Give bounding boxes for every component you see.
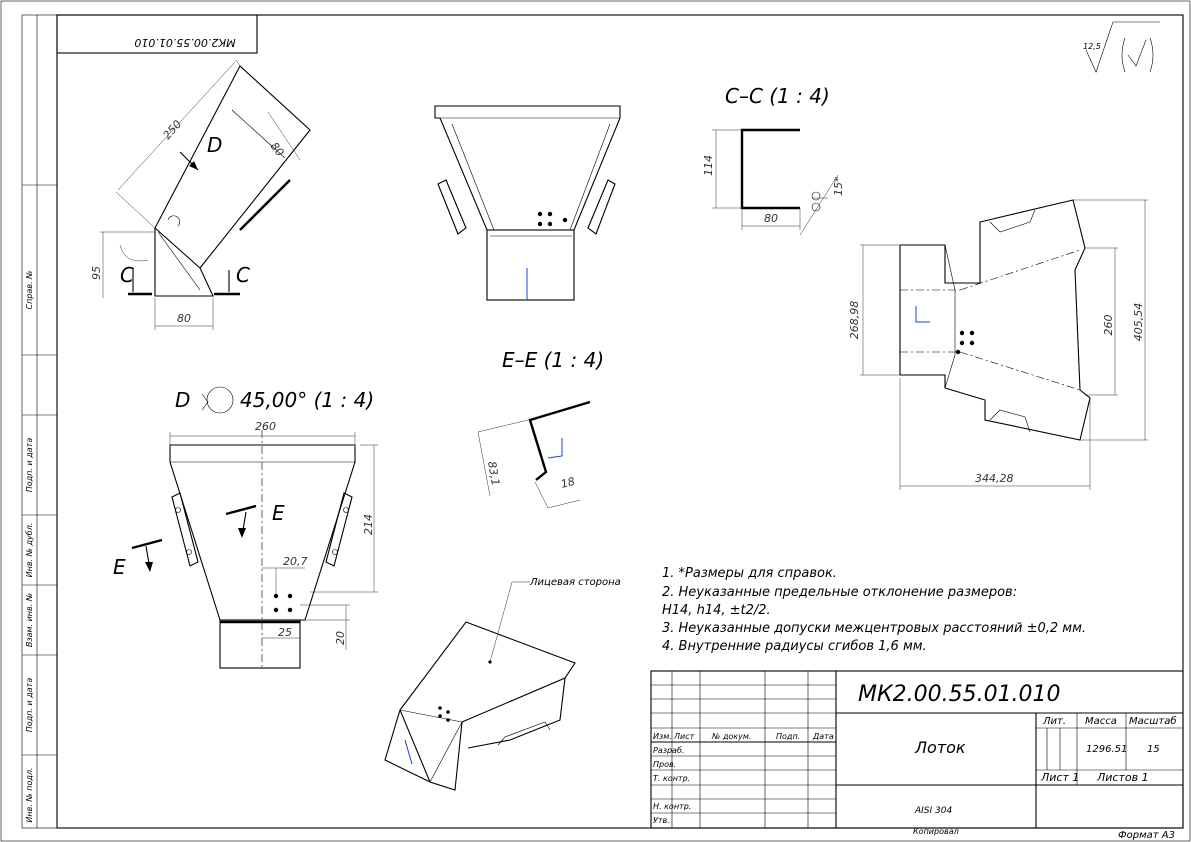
dim-flat-268: 268,98 [848,301,861,340]
tb-lit: Лит. [1042,716,1066,727]
section-cc: С–С (1 : 4) 114 80 15* [702,84,845,236]
view-flat-pattern: 268,98 260 405,54 344,28 [848,199,1148,490]
mirrored-number-box: МК2.00.55.01.010 [56,14,258,54]
dim-cc-15: 15* [832,176,845,196]
section-ee-title: Е–Е (1 : 4) [502,348,604,372]
doc-format: Формат А3 [1118,830,1175,841]
tb-list: Лист [673,732,695,741]
roughness-symbol: 12,5 [1083,21,1160,73]
strip-label-vzam: Взам. инв. № [25,593,34,647]
strip-label-podl: Инв. № подл. [25,767,34,822]
view-d: D 45,00° (1 : 4) Е Е 260 [113,386,378,670]
doc-title: Лоток [914,738,966,757]
dim-d-214: 214 [362,514,375,535]
tech-notes: 1. *Размеры для справок. 2. Неуказанные … [662,566,1086,654]
doc-copied: Копировал [913,827,959,836]
cut-c-right: С [236,263,250,287]
side-strip: Справ. № Подп. и дата Инв. № дубл. Взам.… [21,14,58,829]
tb-izm: Изм. [653,732,672,741]
dim-cc-80: 80 [764,212,778,225]
note-1: 1. *Размеры для справок. [662,566,837,581]
note-2: 2. Неуказанные предельные отклонение раз… [662,585,1017,600]
tb-doc-no: № докум. [711,732,751,741]
view-d-params: 45,00° (1 : 4) [240,388,374,412]
cut-c-left: С [120,263,134,287]
dim-80-bottom: 80 [177,312,191,325]
dim-flat-344: 344,28 [975,472,1014,485]
dim-80-top: 80 [268,140,287,159]
tb-role-nkontr: Н. контр. [653,802,691,811]
dim-flat-405: 405,54 [1132,303,1145,342]
face-side-label: Лицевая сторона [529,577,621,588]
strip-label-podp1: Подп. и дата [25,438,34,493]
doc-material: AISI 304 [914,806,952,816]
title-block: Изм. Лист № докум. Подп. Дата Разраб. Пр… [650,670,1184,841]
view-d-title: D [175,388,190,412]
tb-role-utv: Утв. [653,816,670,825]
view-isometric: Лицевая сторона [384,577,621,791]
dim-95: 95 [90,266,103,280]
dim-d-25: 25 [278,626,292,639]
cut-e-upper: Е [272,501,285,525]
tb-date: Дата [812,732,834,741]
cut-e-lower: Е [113,555,126,579]
view-front [434,105,621,301]
view-main-side: 250 80 D 95 С С 80 [90,59,311,330]
strip-label-podp2: Подп. и дата [25,678,34,733]
note-4: 4. Внутренние радиусы сгибов 1,6 мм. [662,639,927,654]
tb-sign: Подп. [776,732,800,741]
tb-massa: Масса [1085,716,1117,727]
doc-number: МК2.00.55.01.010 [858,682,1061,707]
dim-cc-114: 114 [702,155,715,176]
roughness-value: 12,5 [1083,42,1101,51]
mirrored-number: МК2.00.55.01.010 [134,36,235,49]
view-marker-d: D [207,133,222,157]
tb-role-prov: Пров. [653,760,676,769]
section-ee: Е–Е (1 : 4) 83,1 18 [477,348,604,509]
dim-flat-260: 260 [1102,315,1115,336]
strip-label-dubl: Инв. № дубл. [25,523,34,578]
strip-label-sprav: Справ. № [25,271,34,310]
doc-mass: 1296.51 [1086,744,1127,755]
dim-d-20: 20 [334,631,347,645]
tb-role-razrab: Разраб. [653,746,684,755]
doc-sheet: Лист 1 [1040,771,1079,784]
doc-sheets: Листов 1 [1096,771,1149,784]
dim-d-260: 260 [255,420,276,433]
dim-ee-18: 18 [559,475,576,491]
dim-d-207: 20,7 [283,555,308,568]
note-3: 3. Неуказанные допуски межцентровых расс… [662,621,1086,636]
tb-role-tkontr: Т. контр. [653,774,690,783]
note-2b: H14, h14, ±t2/2. [662,603,771,618]
section-cc-title: С–С (1 : 4) [725,84,830,108]
tb-masshtab: Масштаб [1129,715,1177,727]
doc-scale: 15 [1147,744,1160,755]
dim-ee-83: 83,1 [485,460,502,486]
